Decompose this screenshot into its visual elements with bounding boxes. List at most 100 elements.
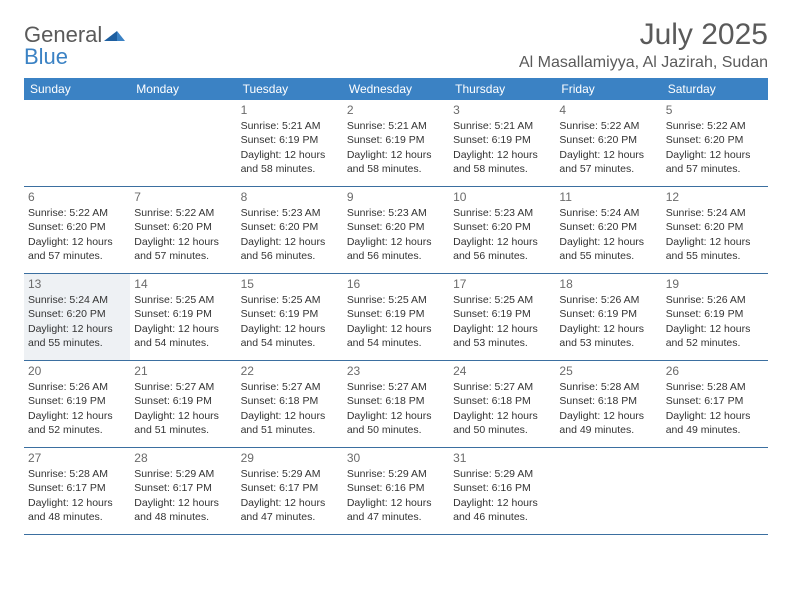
daylight-text-2: and 48 minutes. [28,510,126,524]
daylight-text-2: and 55 minutes. [28,336,126,350]
sunrise-text: Sunrise: 5:26 AM [666,293,764,307]
sunset-text: Sunset: 6:18 PM [559,394,657,408]
sunrise-text: Sunrise: 5:24 AM [666,206,764,220]
sunrise-text: Sunrise: 5:22 AM [666,119,764,133]
calendar-grid: SundayMondayTuesdayWednesdayThursdayFrid… [24,78,768,535]
calendar-empty-cell [130,100,236,186]
daylight-text-2: and 48 minutes. [134,510,232,524]
sunset-text: Sunset: 6:20 PM [559,220,657,234]
daylight-text-1: Daylight: 12 hours [134,409,232,423]
daylight-text-2: and 55 minutes. [559,249,657,263]
daylight-text-2: and 52 minutes. [28,423,126,437]
calendar-day-cell: 19Sunrise: 5:26 AMSunset: 6:19 PMDayligh… [662,274,768,360]
daylight-text-2: and 57 minutes. [559,162,657,176]
sunrise-text: Sunrise: 5:27 AM [347,380,445,394]
daylight-text-1: Daylight: 12 hours [347,235,445,249]
weekday-header: Saturday [662,78,768,100]
day-number: 10 [453,189,551,205]
day-number: 11 [559,189,657,205]
daylight-text-2: and 57 minutes. [666,162,764,176]
daylight-text-2: and 56 minutes. [241,249,339,263]
sunrise-text: Sunrise: 5:28 AM [28,467,126,481]
sunset-text: Sunset: 6:19 PM [347,307,445,321]
day-number: 25 [559,363,657,379]
day-number: 21 [134,363,232,379]
sunset-text: Sunset: 6:20 PM [134,220,232,234]
daylight-text-1: Daylight: 12 hours [241,496,339,510]
sunset-text: Sunset: 6:16 PM [453,481,551,495]
daylight-text-2: and 53 minutes. [559,336,657,350]
daylight-text-1: Daylight: 12 hours [453,235,551,249]
day-number: 8 [241,189,339,205]
calendar-day-cell: 2Sunrise: 5:21 AMSunset: 6:19 PMDaylight… [343,100,449,186]
daylight-text-2: and 57 minutes. [28,249,126,263]
sunrise-text: Sunrise: 5:22 AM [559,119,657,133]
daylight-text-1: Daylight: 12 hours [241,322,339,336]
sunset-text: Sunset: 6:18 PM [453,394,551,408]
daylight-text-1: Daylight: 12 hours [241,409,339,423]
daylight-text-1: Daylight: 12 hours [453,148,551,162]
sunset-text: Sunset: 6:20 PM [28,220,126,234]
daylight-text-1: Daylight: 12 hours [453,409,551,423]
daylight-text-1: Daylight: 12 hours [559,409,657,423]
calendar-day-cell: 24Sunrise: 5:27 AMSunset: 6:18 PMDayligh… [449,361,555,447]
calendar-day-cell: 5Sunrise: 5:22 AMSunset: 6:20 PMDaylight… [662,100,768,186]
calendar-day-cell: 3Sunrise: 5:21 AMSunset: 6:19 PMDaylight… [449,100,555,186]
sunrise-text: Sunrise: 5:21 AM [453,119,551,133]
sunset-text: Sunset: 6:19 PM [241,307,339,321]
daylight-text-2: and 54 minutes. [347,336,445,350]
calendar-week-row: 1Sunrise: 5:21 AMSunset: 6:19 PMDaylight… [24,100,768,187]
day-number: 9 [347,189,445,205]
page-header: GeneralBlue July 2025 Al Masallamiyya, A… [24,18,768,72]
sunrise-text: Sunrise: 5:28 AM [666,380,764,394]
calendar-day-cell: 21Sunrise: 5:27 AMSunset: 6:19 PMDayligh… [130,361,236,447]
day-number: 4 [559,102,657,118]
daylight-text-1: Daylight: 12 hours [28,496,126,510]
sunrise-text: Sunrise: 5:22 AM [28,206,126,220]
day-number: 7 [134,189,232,205]
calendar-day-cell: 12Sunrise: 5:24 AMSunset: 6:20 PMDayligh… [662,187,768,273]
calendar-day-cell: 15Sunrise: 5:25 AMSunset: 6:19 PMDayligh… [237,274,343,360]
brand-general: General [24,24,102,46]
calendar-day-cell: 9Sunrise: 5:23 AMSunset: 6:20 PMDaylight… [343,187,449,273]
day-number: 14 [134,276,232,292]
sunrise-text: Sunrise: 5:23 AM [241,206,339,220]
calendar-day-cell: 28Sunrise: 5:29 AMSunset: 6:17 PMDayligh… [130,448,236,534]
sunrise-text: Sunrise: 5:25 AM [241,293,339,307]
day-number: 20 [28,363,126,379]
day-number: 30 [347,450,445,466]
sunset-text: Sunset: 6:20 PM [347,220,445,234]
weekday-header: Sunday [24,78,130,100]
sunrise-text: Sunrise: 5:26 AM [559,293,657,307]
daylight-text-2: and 47 minutes. [347,510,445,524]
calendar-day-cell: 10Sunrise: 5:23 AMSunset: 6:20 PMDayligh… [449,187,555,273]
weekday-header: Friday [555,78,661,100]
sunset-text: Sunset: 6:20 PM [241,220,339,234]
daylight-text-2: and 49 minutes. [559,423,657,437]
day-number: 23 [347,363,445,379]
calendar-day-cell: 4Sunrise: 5:22 AMSunset: 6:20 PMDaylight… [555,100,661,186]
day-number: 12 [666,189,764,205]
weekday-header: Wednesday [343,78,449,100]
daylight-text-1: Daylight: 12 hours [559,322,657,336]
calendar-day-cell: 13Sunrise: 5:24 AMSunset: 6:20 PMDayligh… [24,274,130,360]
sunrise-text: Sunrise: 5:28 AM [559,380,657,394]
calendar-week-row: 13Sunrise: 5:24 AMSunset: 6:20 PMDayligh… [24,274,768,361]
calendar-day-cell: 17Sunrise: 5:25 AMSunset: 6:19 PMDayligh… [449,274,555,360]
sunrise-text: Sunrise: 5:23 AM [453,206,551,220]
sunset-text: Sunset: 6:20 PM [666,220,764,234]
calendar-day-cell: 16Sunrise: 5:25 AMSunset: 6:19 PMDayligh… [343,274,449,360]
calendar-day-cell: 30Sunrise: 5:29 AMSunset: 6:16 PMDayligh… [343,448,449,534]
daylight-text-1: Daylight: 12 hours [347,148,445,162]
daylight-text-1: Daylight: 12 hours [241,235,339,249]
sunset-text: Sunset: 6:16 PM [347,481,445,495]
day-number: 28 [134,450,232,466]
calendar-day-cell: 31Sunrise: 5:29 AMSunset: 6:16 PMDayligh… [449,448,555,534]
sunset-text: Sunset: 6:19 PM [666,307,764,321]
sunset-text: Sunset: 6:20 PM [666,133,764,147]
day-number: 13 [28,276,126,292]
day-number: 3 [453,102,551,118]
daylight-text-1: Daylight: 12 hours [666,409,764,423]
weeks-container: 1Sunrise: 5:21 AMSunset: 6:19 PMDaylight… [24,100,768,535]
calendar-week-row: 27Sunrise: 5:28 AMSunset: 6:17 PMDayligh… [24,448,768,535]
